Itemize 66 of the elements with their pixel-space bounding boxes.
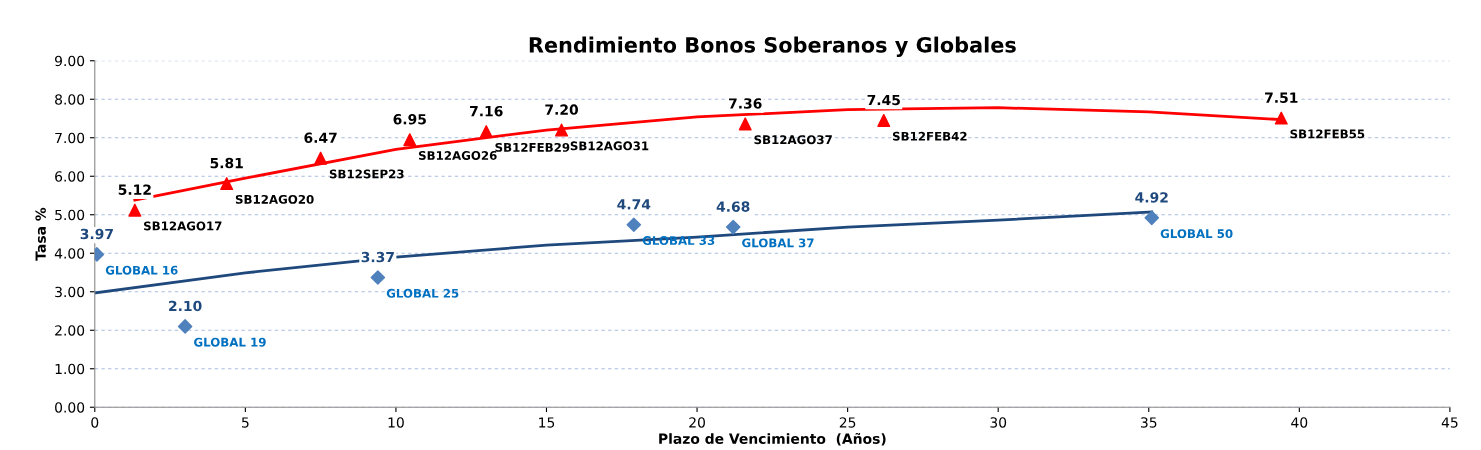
point [128, 203, 142, 217]
annotation: GLOBAL 50 [1160, 229, 1233, 239]
annotation: SB12FEB55 [1290, 129, 1365, 139]
data-label: 7.45 [867, 94, 900, 106]
annotation: SB12AGO26 [418, 150, 497, 160]
annotation: SB12FEB29 [495, 142, 570, 152]
annotation: SB12AGO31 [570, 141, 649, 151]
data-label: 6.95 [393, 113, 426, 125]
y-tick-label: 5.00 [55, 209, 85, 221]
y-tick-label: 8.00 [55, 94, 85, 105]
point [370, 270, 386, 285]
y-tick-label: 1.00 [55, 363, 85, 375]
x-tick-label: 45 [1441, 417, 1458, 428]
y-tick-label: 4.00 [54, 248, 85, 259]
x-axis-title: Plazo de Vencimiento (Años) [659, 432, 886, 446]
data-label: 3.37 [361, 251, 394, 263]
data-label: 7.20 [545, 104, 579, 115]
point [626, 217, 642, 233]
x-tick-label: 15 [539, 417, 555, 428]
x-tick-label: 5 [242, 417, 249, 428]
data-label: 5.12 [118, 184, 151, 195]
data-label: 2.10 [169, 300, 202, 312]
data-label: 4.74 [617, 199, 651, 210]
annotation: GLOBAL 37 [742, 238, 814, 248]
y-axis-title: Tasa % [35, 207, 46, 261]
annotation: SB12FEB42 [892, 131, 967, 141]
point [1274, 111, 1288, 125]
data-label: 7.51 [1265, 92, 1298, 103]
y-tick-label: 7.00 [55, 132, 85, 144]
point [877, 113, 891, 127]
x-tick-label: 20 [689, 417, 705, 428]
x-tick-label: 35 [1140, 417, 1157, 428]
y-tick-label: 0.00 [55, 402, 85, 413]
data-label: 7.16 [470, 105, 503, 117]
y-tick-label: 6.00 [55, 171, 85, 182]
x-tick-label: 10 [388, 417, 404, 428]
annotation: GLOBAL 16 [105, 265, 178, 275]
data-label: 7.36 [729, 98, 762, 109]
x-tick-label: 30 [990, 417, 1007, 428]
annotation: SB12AGO20 [235, 194, 314, 204]
point [177, 319, 193, 334]
y-tick-label: 3.00 [55, 286, 85, 298]
data-label: 4.92 [1135, 192, 1168, 203]
data-label: 4.68 [716, 201, 750, 212]
data-label: 6.47 [304, 132, 337, 143]
annotation: GLOBAL 19 [194, 337, 266, 347]
point [1144, 210, 1160, 226]
data-label: 3.97 [80, 228, 113, 240]
y-tick-label: 2.00 [55, 325, 85, 336]
point [314, 151, 328, 165]
point [738, 117, 752, 131]
x-tick-label: 40 [1291, 417, 1308, 428]
point [555, 123, 569, 137]
x-tick-label: 0 [91, 417, 99, 428]
annotation: SB12AGO17 [144, 221, 222, 231]
chart-title: Rendimiento Bonos Soberanos y Globales [529, 36, 1016, 57]
point [479, 125, 493, 139]
point [725, 219, 741, 235]
point [220, 177, 234, 191]
y-tick-label: 9.00 [55, 55, 85, 67]
point [403, 133, 417, 147]
annotation: SB12AGO37 [754, 135, 832, 145]
data-label: 5.81 [210, 157, 243, 169]
annotation: SB12SEP23 [329, 169, 404, 179]
annotation: GLOBAL 25 [386, 288, 459, 298]
x-tick-label: 25 [839, 417, 856, 428]
